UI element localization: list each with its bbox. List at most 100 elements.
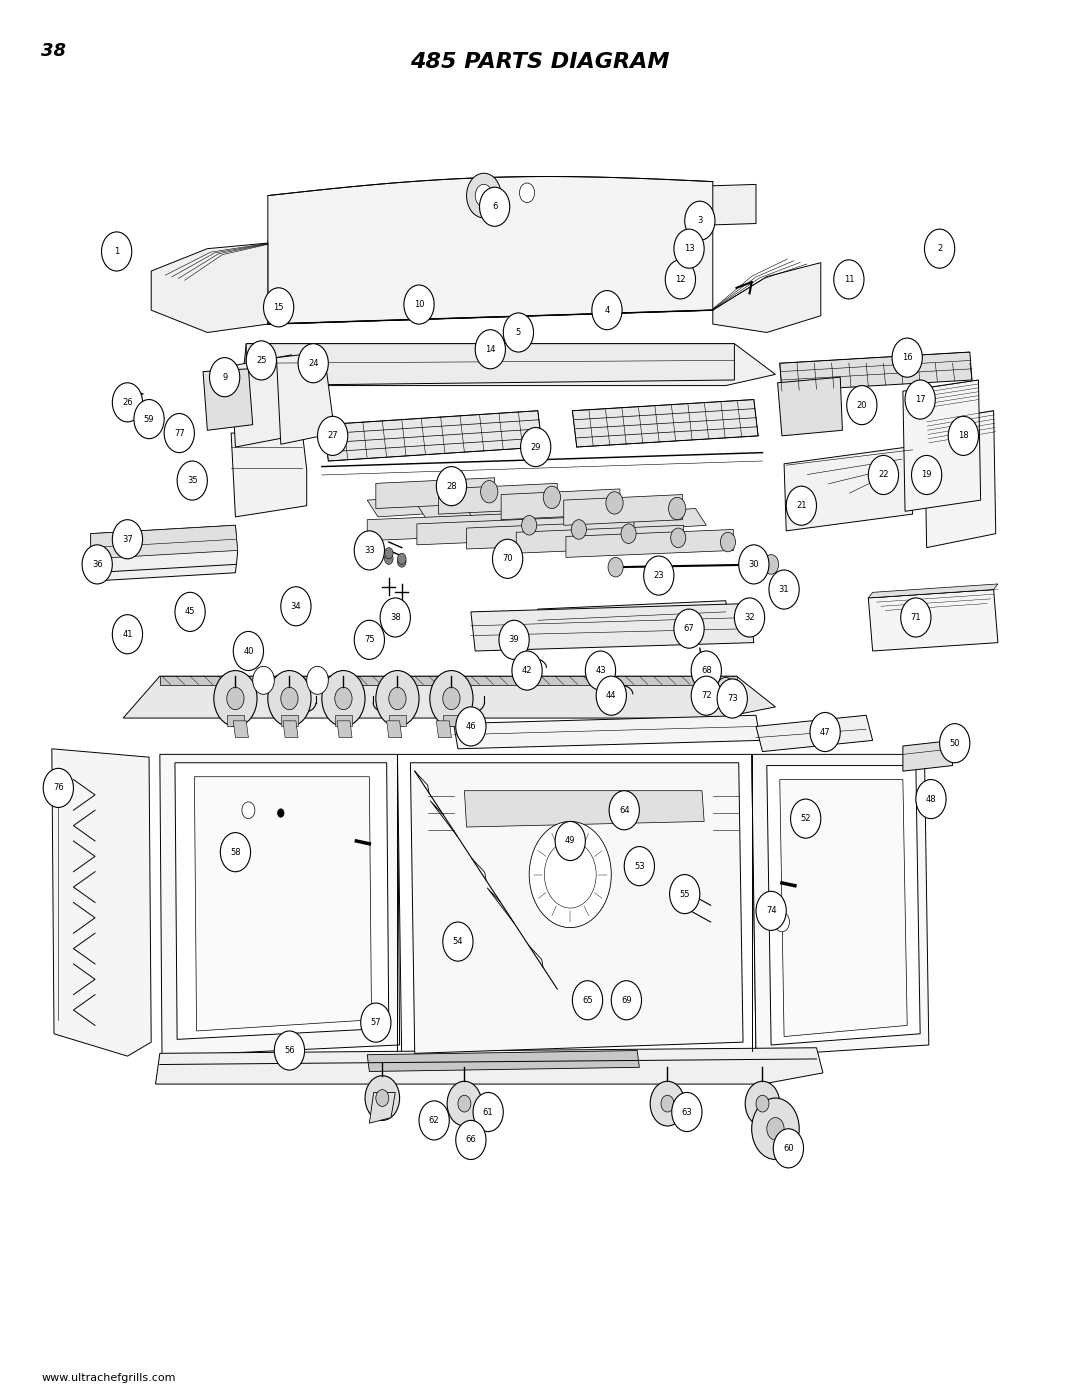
Text: 71: 71 <box>910 613 921 622</box>
Text: 31: 31 <box>779 585 789 594</box>
Polygon shape <box>335 715 352 726</box>
Circle shape <box>693 673 719 707</box>
Circle shape <box>555 821 585 861</box>
Circle shape <box>774 912 789 932</box>
Text: 67: 67 <box>684 624 694 633</box>
Circle shape <box>522 515 537 535</box>
Polygon shape <box>467 500 607 525</box>
Text: 68: 68 <box>701 666 712 675</box>
Polygon shape <box>387 721 402 738</box>
Circle shape <box>112 520 143 559</box>
Text: 10: 10 <box>414 300 424 309</box>
Text: 43: 43 <box>595 666 606 675</box>
Circle shape <box>716 678 735 703</box>
Polygon shape <box>752 754 929 1056</box>
Text: 74: 74 <box>766 907 777 915</box>
Polygon shape <box>276 352 335 444</box>
Text: 44: 44 <box>606 692 617 700</box>
Circle shape <box>924 229 955 268</box>
Text: 26: 26 <box>122 398 133 407</box>
Circle shape <box>43 768 73 807</box>
Polygon shape <box>337 721 352 738</box>
Text: 19: 19 <box>921 471 932 479</box>
Circle shape <box>397 553 406 564</box>
Circle shape <box>210 358 240 397</box>
Text: 70: 70 <box>502 555 513 563</box>
Text: 49: 49 <box>565 837 576 845</box>
Circle shape <box>354 620 384 659</box>
Circle shape <box>164 414 194 453</box>
Polygon shape <box>268 233 711 324</box>
Polygon shape <box>756 715 873 752</box>
Circle shape <box>791 799 821 838</box>
Text: 485 PARTS DIAGRAM: 485 PARTS DIAGRAM <box>410 52 670 71</box>
Text: 20: 20 <box>856 401 867 409</box>
Polygon shape <box>151 243 268 332</box>
Text: 47: 47 <box>820 728 831 736</box>
Text: 17: 17 <box>915 395 926 404</box>
Polygon shape <box>233 721 248 738</box>
Circle shape <box>670 875 700 914</box>
Circle shape <box>892 338 922 377</box>
Circle shape <box>691 676 721 715</box>
Polygon shape <box>868 590 998 651</box>
Text: 29: 29 <box>530 443 541 451</box>
Polygon shape <box>467 521 634 549</box>
Text: 52: 52 <box>800 814 811 823</box>
Text: 72: 72 <box>701 692 712 700</box>
Circle shape <box>112 383 143 422</box>
Circle shape <box>521 427 551 467</box>
Polygon shape <box>784 447 913 531</box>
Circle shape <box>769 570 799 609</box>
Circle shape <box>644 556 674 595</box>
Text: 21: 21 <box>796 502 807 510</box>
Circle shape <box>685 201 715 240</box>
Circle shape <box>940 724 970 763</box>
Circle shape <box>376 1090 389 1106</box>
Polygon shape <box>376 478 495 509</box>
Circle shape <box>717 679 747 718</box>
Polygon shape <box>538 601 730 643</box>
Text: 69: 69 <box>621 996 632 1004</box>
Text: 15: 15 <box>273 303 284 312</box>
Circle shape <box>404 285 434 324</box>
Circle shape <box>868 455 899 495</box>
Text: 42: 42 <box>522 666 532 675</box>
Text: 16: 16 <box>902 353 913 362</box>
Text: 46: 46 <box>465 722 476 731</box>
Circle shape <box>443 687 460 710</box>
Polygon shape <box>564 495 683 525</box>
Circle shape <box>384 553 393 564</box>
Text: 38: 38 <box>41 42 66 60</box>
Circle shape <box>499 620 529 659</box>
Circle shape <box>916 780 946 819</box>
Circle shape <box>672 1092 702 1132</box>
Polygon shape <box>231 355 294 447</box>
Circle shape <box>698 682 715 704</box>
Circle shape <box>756 891 786 930</box>
Circle shape <box>767 1118 784 1140</box>
Circle shape <box>322 671 365 726</box>
Circle shape <box>720 532 735 552</box>
Circle shape <box>756 1095 769 1112</box>
Circle shape <box>278 809 284 817</box>
Polygon shape <box>572 400 758 447</box>
Text: 9: 9 <box>222 373 227 381</box>
Text: 57: 57 <box>370 1018 381 1027</box>
Circle shape <box>458 1095 471 1112</box>
Polygon shape <box>91 525 238 559</box>
Circle shape <box>773 1129 804 1168</box>
Polygon shape <box>868 584 998 598</box>
Circle shape <box>492 539 523 578</box>
Polygon shape <box>516 504 657 529</box>
Circle shape <box>665 260 696 299</box>
Circle shape <box>624 847 654 886</box>
Circle shape <box>242 802 255 819</box>
Text: 33: 33 <box>364 546 375 555</box>
Text: 75: 75 <box>364 636 375 644</box>
Polygon shape <box>313 184 756 237</box>
Circle shape <box>82 545 112 584</box>
Polygon shape <box>281 715 298 726</box>
Polygon shape <box>417 517 584 545</box>
Circle shape <box>220 833 251 872</box>
